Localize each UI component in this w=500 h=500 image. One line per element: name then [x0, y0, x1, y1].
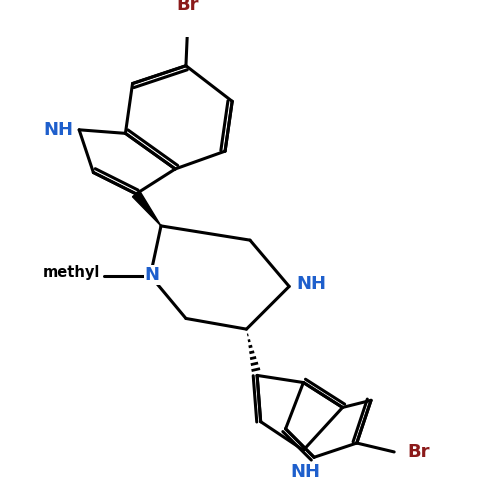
Polygon shape	[132, 191, 161, 226]
Text: NH: NH	[296, 274, 326, 292]
Text: methyl: methyl	[42, 264, 100, 280]
Text: NH: NH	[290, 462, 320, 480]
Text: N: N	[144, 266, 160, 284]
Text: Br: Br	[408, 443, 430, 461]
Text: Br: Br	[176, 0, 199, 14]
Text: NH: NH	[44, 121, 74, 139]
